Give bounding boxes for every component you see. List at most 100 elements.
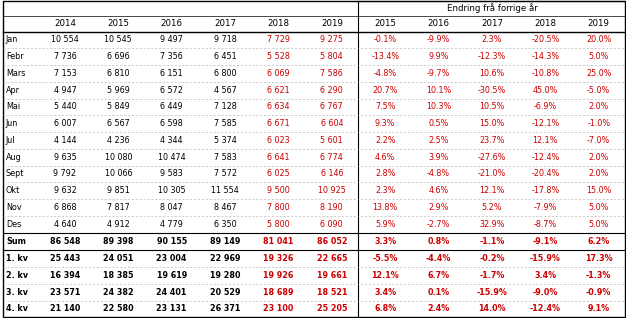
Text: -7.9%: -7.9% — [533, 203, 557, 212]
Text: 14.0%: 14.0% — [478, 305, 506, 314]
Text: 6 868: 6 868 — [54, 203, 76, 212]
Text: 7 736: 7 736 — [54, 52, 76, 61]
Text: -9.7%: -9.7% — [427, 69, 450, 78]
Text: -15.9%: -15.9% — [530, 254, 561, 263]
Text: Febr: Febr — [6, 52, 24, 61]
Text: 9.9%: 9.9% — [428, 52, 449, 61]
Text: 10.5%: 10.5% — [480, 102, 505, 112]
Text: 0.5%: 0.5% — [428, 119, 449, 128]
Text: Jun: Jun — [6, 119, 18, 128]
Text: 6 151: 6 151 — [160, 69, 183, 78]
Text: 6 451: 6 451 — [213, 52, 237, 61]
Text: 6 290: 6 290 — [321, 86, 343, 95]
Text: 5 800: 5 800 — [267, 220, 290, 229]
Text: 19 280: 19 280 — [210, 271, 240, 280]
Text: 9 583: 9 583 — [160, 169, 183, 178]
Text: 12.1%: 12.1% — [371, 271, 399, 280]
Text: 7 153: 7 153 — [54, 69, 76, 78]
Text: 89 398: 89 398 — [103, 237, 133, 246]
Text: 32.9%: 32.9% — [479, 220, 505, 229]
Text: 0.1%: 0.1% — [428, 288, 449, 297]
Text: 23 100: 23 100 — [264, 305, 294, 314]
Text: 4 344: 4 344 — [160, 136, 183, 145]
Text: 9 792: 9 792 — [53, 169, 76, 178]
Text: 6 023: 6 023 — [267, 136, 290, 145]
Text: 6 604: 6 604 — [321, 119, 343, 128]
Text: 4 912: 4 912 — [107, 220, 130, 229]
Text: 20.0%: 20.0% — [586, 35, 612, 45]
Text: 17.3%: 17.3% — [585, 254, 612, 263]
Text: -6.9%: -6.9% — [534, 102, 557, 112]
Text: 9 497: 9 497 — [160, 35, 183, 45]
Text: 5 969: 5 969 — [107, 86, 130, 95]
Text: 6 621: 6 621 — [267, 86, 290, 95]
Text: 5 440: 5 440 — [54, 102, 76, 112]
Text: 23 004: 23 004 — [156, 254, 187, 263]
Text: 19 619: 19 619 — [156, 271, 187, 280]
Text: 6 090: 6 090 — [321, 220, 343, 229]
Text: 2.9%: 2.9% — [428, 203, 449, 212]
Text: -1.3%: -1.3% — [586, 271, 612, 280]
Text: 19 926: 19 926 — [264, 271, 294, 280]
Text: 26 371: 26 371 — [210, 305, 240, 314]
Text: 6 598: 6 598 — [160, 119, 183, 128]
Text: 12.1%: 12.1% — [533, 136, 558, 145]
Text: Sum: Sum — [6, 237, 26, 246]
Text: -4.8%: -4.8% — [427, 169, 450, 178]
Text: -9.1%: -9.1% — [533, 237, 558, 246]
Text: 5.0%: 5.0% — [588, 52, 609, 61]
Text: 2.0%: 2.0% — [588, 102, 609, 112]
Text: 7 585: 7 585 — [213, 119, 237, 128]
Text: 86 548: 86 548 — [49, 237, 80, 246]
Text: -12.3%: -12.3% — [478, 52, 506, 61]
Text: 6 641: 6 641 — [267, 153, 290, 162]
Text: 3.4%: 3.4% — [534, 271, 557, 280]
Text: 2018: 2018 — [535, 19, 557, 28]
Text: 20.7%: 20.7% — [372, 86, 398, 95]
Text: Aug: Aug — [6, 153, 21, 162]
Text: -13.4%: -13.4% — [371, 52, 399, 61]
Text: -14.3%: -14.3% — [531, 52, 560, 61]
Text: Mars: Mars — [6, 69, 25, 78]
Text: 6.8%: 6.8% — [374, 305, 396, 314]
Text: 10.6%: 10.6% — [480, 69, 505, 78]
Text: 7 356: 7 356 — [160, 52, 183, 61]
Text: 2.8%: 2.8% — [375, 169, 396, 178]
Text: Okt: Okt — [6, 186, 20, 195]
Text: 4 567: 4 567 — [213, 86, 237, 95]
Text: 23 571: 23 571 — [49, 288, 80, 297]
Text: 5.2%: 5.2% — [481, 203, 502, 212]
Text: 4.6%: 4.6% — [375, 153, 395, 162]
Text: -5.0%: -5.0% — [587, 86, 610, 95]
Text: 20 529: 20 529 — [210, 288, 240, 297]
Text: 6 696: 6 696 — [107, 52, 130, 61]
Text: 89 149: 89 149 — [210, 237, 240, 246]
Text: 9.3%: 9.3% — [375, 119, 396, 128]
Text: 11 554: 11 554 — [211, 186, 239, 195]
Text: -1.0%: -1.0% — [587, 119, 610, 128]
Text: 90 155: 90 155 — [156, 237, 187, 246]
Text: 2.5%: 2.5% — [428, 136, 449, 145]
Text: 6 810: 6 810 — [107, 69, 130, 78]
Text: 7 586: 7 586 — [321, 69, 343, 78]
Text: -5.5%: -5.5% — [372, 254, 398, 263]
Text: 6 800: 6 800 — [214, 69, 236, 78]
Text: 4 947: 4 947 — [54, 86, 76, 95]
Text: 6 774: 6 774 — [321, 153, 343, 162]
Text: 24 051: 24 051 — [103, 254, 133, 263]
Text: 25 205: 25 205 — [317, 305, 347, 314]
Text: -20.5%: -20.5% — [531, 35, 560, 45]
Text: 2.3%: 2.3% — [375, 186, 396, 195]
Text: Jan: Jan — [6, 35, 18, 45]
Text: 4. kv: 4. kv — [6, 305, 28, 314]
Text: 2016: 2016 — [428, 19, 449, 28]
Text: 4 144: 4 144 — [54, 136, 76, 145]
Text: -9.9%: -9.9% — [427, 35, 450, 45]
Text: 6 449: 6 449 — [160, 102, 183, 112]
Text: 23 131: 23 131 — [156, 305, 187, 314]
Text: -1.7%: -1.7% — [480, 271, 505, 280]
Text: 6 025: 6 025 — [267, 169, 290, 178]
Text: -12.1%: -12.1% — [531, 119, 560, 128]
Text: Sept: Sept — [6, 169, 24, 178]
Text: 7.5%: 7.5% — [375, 102, 396, 112]
